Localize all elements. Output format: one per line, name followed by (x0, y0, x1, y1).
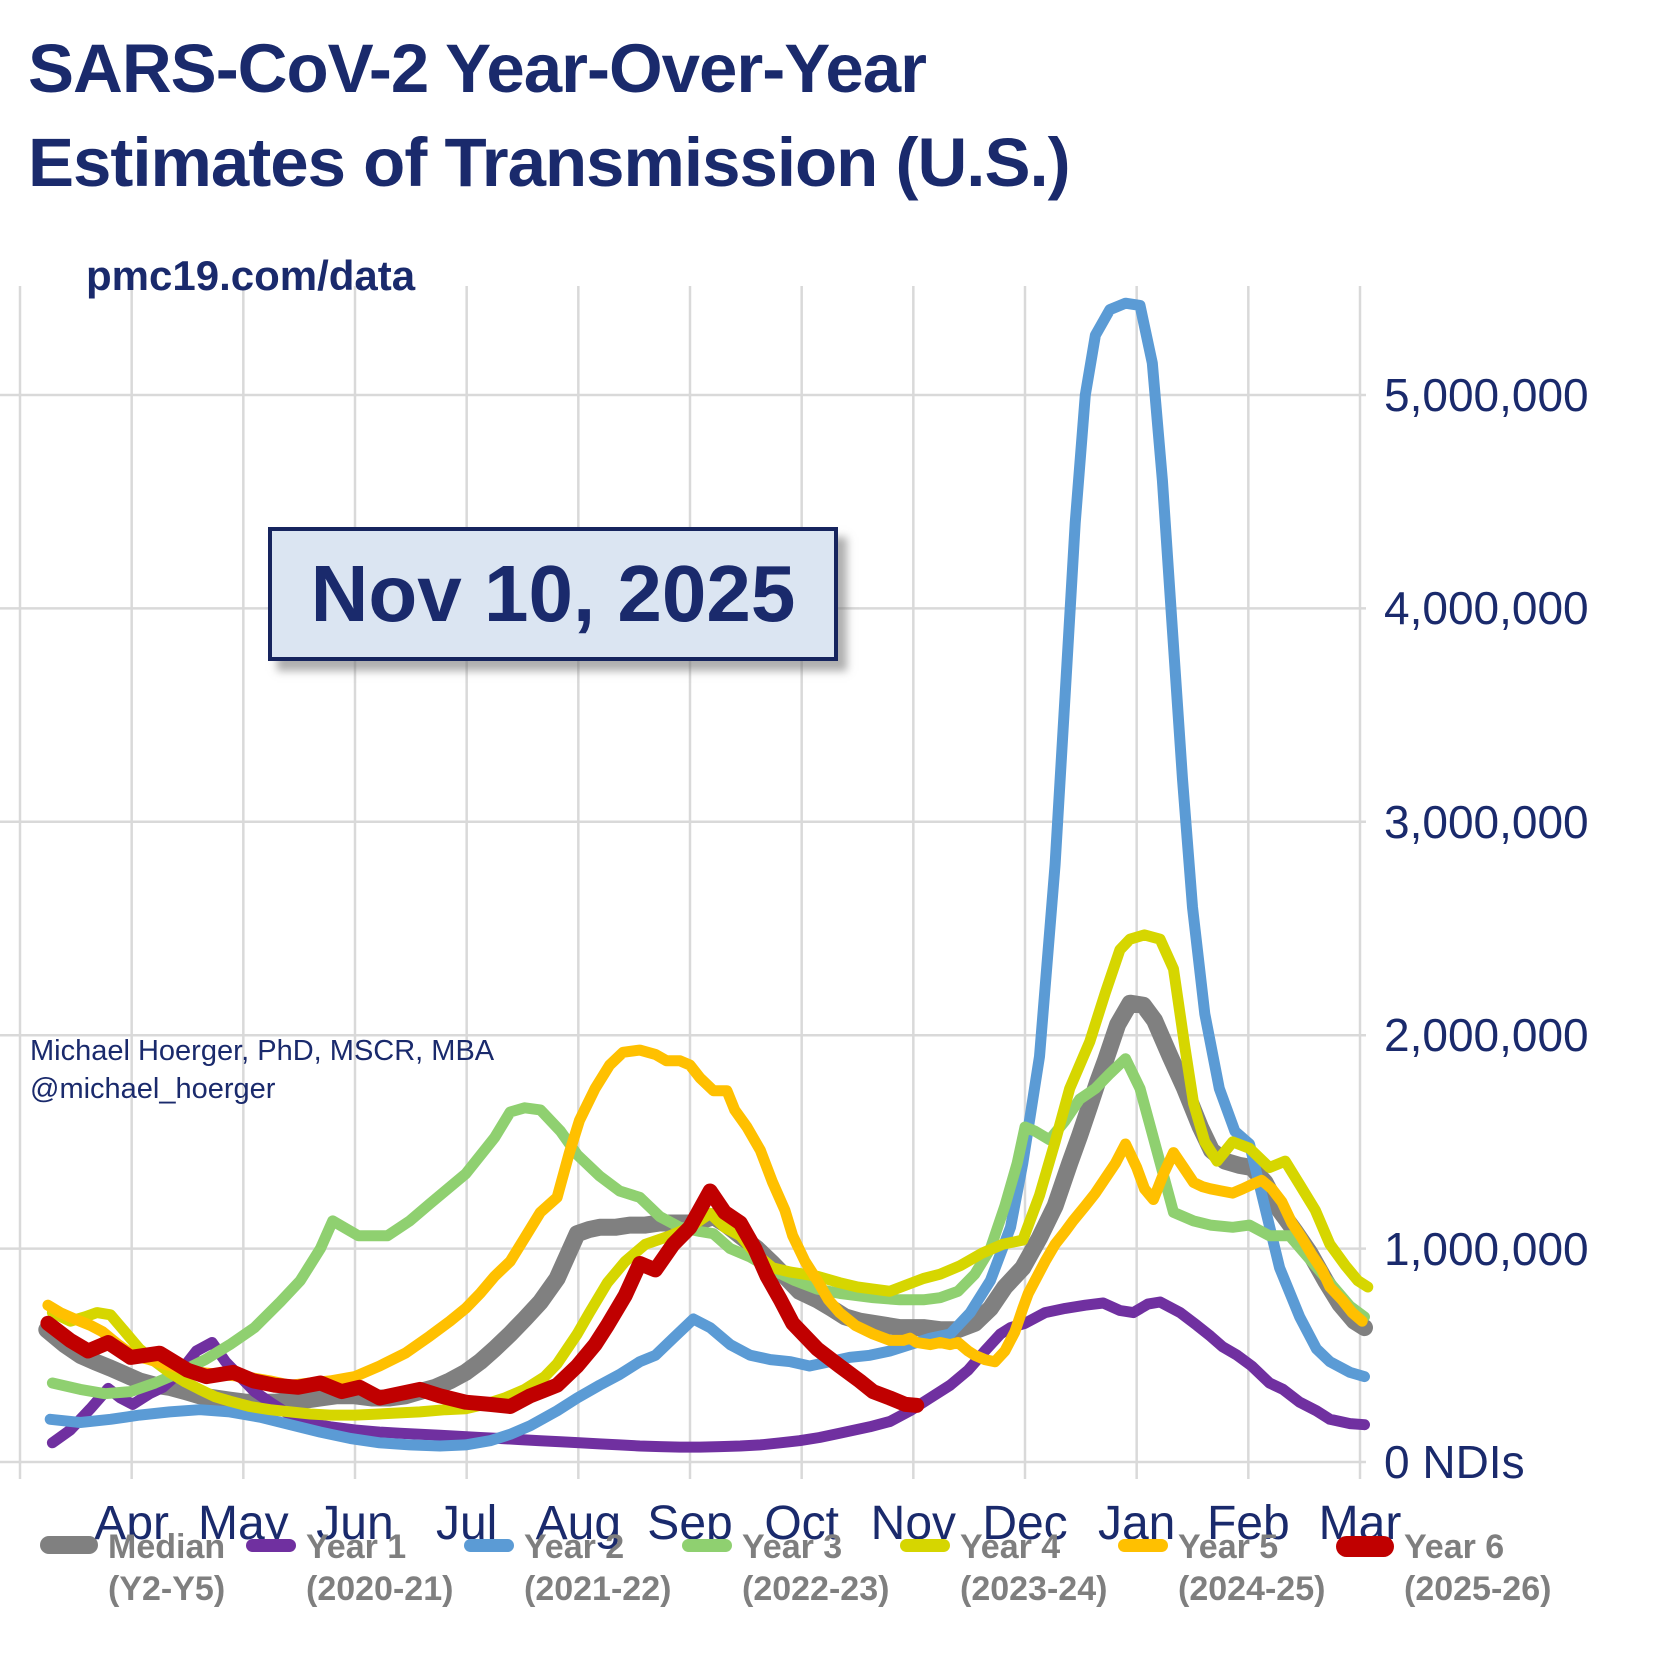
legend-label-name: Year 1 (306, 1528, 407, 1566)
legend-label-name: Median (108, 1528, 226, 1566)
legend-item-year4: Year 4 (2023-24) (900, 1526, 1107, 1610)
legend-item-year2: Year 2 (2021-22) (464, 1526, 671, 1610)
series-line-year2 (44, 297, 1370, 1452)
attribution: Michael Hoerger, PhD, MSCR, MBA @michael… (30, 1032, 494, 1108)
attribution-name: Michael Hoerger, PhD, MSCR, MBA (30, 1035, 495, 1067)
x-axis-month-label: Feb (1206, 1497, 1290, 1550)
legend-swatch-year5 (1118, 1539, 1168, 1552)
y-axis-tick-label: 3,000,000 (1384, 795, 1589, 848)
legend-label-year3: Year 3 (2022-23) (742, 1526, 889, 1610)
legend-label-name: Year 5 (1178, 1528, 1279, 1566)
legend-label-year6: Year 6 (2025-26) (1404, 1526, 1551, 1610)
y-axis-tick-label: 2,000,000 (1384, 1009, 1589, 1062)
page-title: SARS-CoV-2 Year-Over-Year Estimates of T… (28, 22, 1071, 210)
legend-label-years: (2021-22) (524, 1570, 672, 1608)
legend-swatch-year3 (682, 1539, 732, 1552)
x-axis-month-label: Jun (316, 1497, 394, 1550)
legend-swatch-year1 (246, 1539, 296, 1552)
x-axis-month-label: Apr (94, 1497, 170, 1550)
y-axis-tick-label: 1,000,000 (1384, 1222, 1589, 1275)
x-axis-month-label: Dec (982, 1497, 1068, 1550)
legend-label-year4: Year 4 (2023-24) (960, 1526, 1107, 1610)
legend-label-median: Median (Y2-Y5) (108, 1526, 225, 1610)
legend-label-years: (2024-25) (1178, 1570, 1326, 1608)
series-line-year4 (46, 929, 1374, 1421)
legend-label-name: Year 2 (524, 1528, 625, 1566)
legend-label-year5: Year 5 (2024-25) (1178, 1526, 1325, 1610)
legend-swatch-year6 (1336, 1536, 1394, 1557)
legend-label-years: (Y2-Y5) (108, 1570, 226, 1608)
series-line-year6 (40, 1183, 925, 1414)
legend-label-name: Year 6 (1404, 1528, 1505, 1566)
legend-item-year5: Year 5 (2024-25) (1118, 1526, 1325, 1610)
series-line-year5 (42, 1044, 1368, 1391)
legend-label-years: (2022-23) (742, 1570, 890, 1608)
legend-label-years: (2025-26) (1404, 1570, 1552, 1608)
legend-item-year6: Year 6 (2025-26) (1336, 1526, 1551, 1610)
legend-item-year3: Year 3 (2022-23) (682, 1526, 889, 1610)
y-axis-tick-label: 4,000,000 (1384, 582, 1589, 635)
source-url: pmc19.com/data (86, 252, 416, 299)
legend-label-years: (2023-24) (960, 1570, 1108, 1608)
date-label: Nov 10, 2025 (310, 549, 796, 638)
page-title-line1: SARS-CoV-2 Year-Over-Year (28, 30, 927, 107)
legend-label-year2: Year 2 (2021-22) (524, 1526, 671, 1610)
page-title-line2: Estimates of Transmission (U.S.) (28, 124, 1071, 201)
x-axis-month-label: Oct (764, 1497, 839, 1550)
date-callout-box: Nov 10, 2025 (268, 527, 838, 661)
y-axis-tick-label: 5,000,000 (1384, 369, 1589, 421)
y-axis-tick-label: 0 NDIs (1384, 1436, 1525, 1488)
legend-swatch-median (40, 1536, 98, 1554)
attribution-handle: @michael_hoerger (30, 1073, 276, 1105)
x-axis-month-label: Aug (535, 1497, 622, 1550)
legend-label-name: Year 4 (960, 1528, 1061, 1566)
legend-label-name: Year 3 (742, 1528, 843, 1566)
legend-swatch-year4 (900, 1539, 950, 1552)
legend-item-median: Median (Y2-Y5) (40, 1526, 225, 1610)
legend-swatch-year2 (464, 1539, 514, 1552)
legend-label-years: (2020-21) (306, 1570, 454, 1608)
legend-item-year1: Year 1 (2020-21) (246, 1526, 453, 1610)
legend-label-year1: Year 1 (2020-21) (306, 1526, 453, 1610)
